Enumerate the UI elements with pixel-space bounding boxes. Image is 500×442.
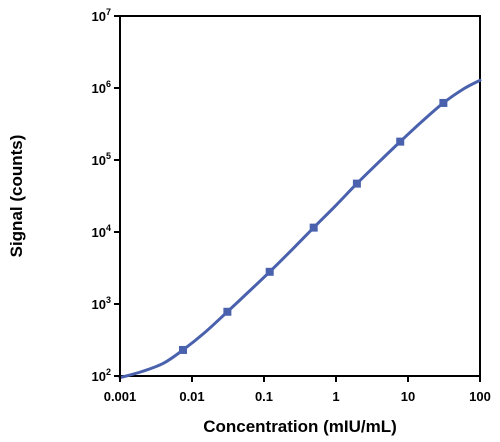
y-tick-exponent: 5 xyxy=(106,151,111,161)
plot-frame xyxy=(119,15,481,377)
y-tick-label: 103 xyxy=(92,295,111,312)
y-tick-label: 105 xyxy=(92,151,111,168)
y-tick-label: 104 xyxy=(92,223,111,240)
y-tick-exponent: 2 xyxy=(106,367,111,377)
y-tick-base: 10 xyxy=(92,9,106,24)
x-axis-label: Concentration (mIU/mL) xyxy=(203,417,397,436)
y-tick-base: 10 xyxy=(92,225,106,240)
x-tick-label: 0.1 xyxy=(255,389,273,404)
x-axis-ticks: 0.001 0.01 0.1 1 10 100 xyxy=(104,376,491,404)
y-tick-exponent: 3 xyxy=(106,295,111,305)
data-point xyxy=(309,223,318,232)
y-tick-label: 107 xyxy=(92,7,111,24)
plot-area xyxy=(118,15,482,380)
x-tick-label: 1 xyxy=(332,389,339,404)
data-point xyxy=(396,137,405,146)
y-tick-base: 10 xyxy=(92,297,106,312)
data-point xyxy=(352,179,361,188)
data-point xyxy=(179,345,188,354)
x-tick-label: 100 xyxy=(469,389,491,404)
y-tick-exponent: 4 xyxy=(106,223,111,233)
data-point xyxy=(223,307,232,316)
y-tick-label: 102 xyxy=(92,367,111,384)
y-axis-label: Signal (counts) xyxy=(7,135,26,258)
data-point xyxy=(439,98,448,107)
data-point xyxy=(265,267,274,276)
x-tick-label: 0.01 xyxy=(179,389,204,404)
y-tick-base: 10 xyxy=(92,369,106,384)
y-tick-label: 106 xyxy=(92,79,111,96)
x-tick-label: 10 xyxy=(401,389,415,404)
y-tick-exponent: 7 xyxy=(106,7,111,17)
x-tick-label: 0.001 xyxy=(104,389,137,404)
fit-curve-line xyxy=(118,78,482,380)
y-tick-base: 10 xyxy=(92,81,106,96)
y-tick-base: 10 xyxy=(92,153,106,168)
y-tick-exponent: 6 xyxy=(106,79,111,89)
